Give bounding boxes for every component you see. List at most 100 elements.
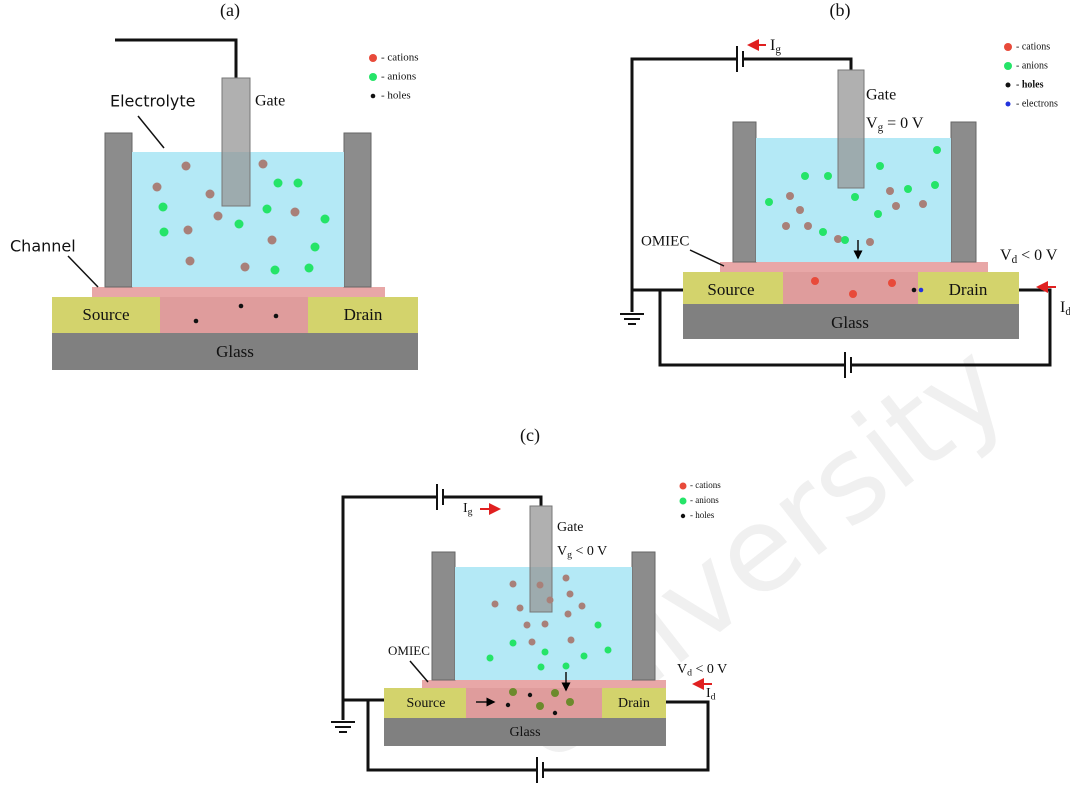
ion — [595, 622, 602, 629]
ion — [904, 185, 912, 193]
legend-dot — [681, 514, 685, 518]
ion — [796, 206, 804, 214]
drain-label: Drain — [618, 696, 650, 711]
legend-dot — [680, 498, 687, 505]
hole — [194, 319, 199, 324]
channel — [466, 688, 602, 718]
ion — [563, 663, 570, 670]
gate-electrode — [838, 70, 864, 188]
drain-label: Drain — [344, 305, 383, 324]
bound-anion — [536, 702, 544, 710]
channel-label: Channel — [10, 237, 76, 256]
ion — [517, 605, 524, 612]
ion — [263, 205, 272, 214]
gate-current-sub: g — [468, 507, 473, 518]
omiec-label: OMIEC — [388, 643, 430, 658]
gate-current-sub: g — [775, 44, 781, 56]
glass-label: Glass — [831, 313, 869, 332]
legend-dot — [1004, 62, 1012, 70]
leader — [68, 256, 98, 287]
wall — [432, 552, 455, 680]
cation — [888, 279, 896, 287]
channel-layer — [720, 262, 988, 272]
ion — [214, 212, 223, 221]
gate-label: Gate — [557, 520, 583, 535]
ion — [563, 575, 570, 582]
ion — [271, 266, 280, 275]
ion — [529, 639, 536, 646]
gate-voltage-rest: = 0 V — [883, 115, 924, 132]
wall — [733, 122, 756, 262]
legend-dot — [1006, 102, 1011, 107]
drain-current: Id — [1060, 299, 1070, 318]
ion — [542, 621, 549, 628]
wire — [115, 40, 236, 78]
drain-voltage: Vd < 0 V — [677, 662, 727, 679]
ion — [291, 208, 300, 217]
legend-label: - cations — [1016, 41, 1050, 52]
source-label: Source — [82, 305, 129, 324]
legend-dot — [680, 483, 687, 490]
legend-label: - holes — [690, 510, 715, 520]
gate-label: Gate — [255, 93, 285, 110]
ion — [186, 257, 195, 266]
ion — [274, 179, 283, 188]
ion — [259, 160, 268, 169]
wall — [951, 122, 976, 262]
bound-anion — [509, 688, 517, 696]
drain-label: Drain — [949, 280, 988, 299]
diagram: University(a)SourceDrainGlassGateElectro… — [0, 0, 1070, 787]
ion — [492, 601, 499, 608]
legend-dot — [1006, 83, 1011, 88]
drain-voltage-rest: < 0 V — [692, 662, 727, 677]
channel-layer — [92, 287, 385, 297]
ion — [834, 235, 842, 243]
gate-voltage: Vg < 0 V — [557, 544, 607, 561]
electron — [919, 288, 924, 293]
bound-anion — [551, 689, 559, 697]
ion — [542, 649, 549, 656]
source-label: Source — [707, 280, 754, 299]
page: {"watermark": "University", "panels": [ … — [0, 0, 1070, 787]
ion — [804, 222, 812, 230]
ion — [874, 210, 882, 218]
ion — [184, 226, 193, 235]
ion — [567, 591, 574, 598]
gate-voltage-main: V — [557, 544, 567, 559]
gate-current: Ig — [770, 37, 781, 56]
ion — [892, 202, 900, 210]
legend-label: - electrons — [1016, 98, 1058, 109]
legend-dot — [371, 94, 376, 99]
drain-current-sub: d — [1065, 306, 1070, 318]
channel-layer — [422, 680, 666, 688]
ion — [931, 181, 939, 189]
gate-electrode — [222, 78, 250, 206]
legend-label: - holes — [381, 90, 411, 102]
ion — [786, 192, 794, 200]
drain-voltage-rest: < 0 V — [1017, 247, 1058, 264]
ion — [605, 647, 612, 654]
hole — [912, 288, 917, 293]
legend-label: - cations — [381, 52, 419, 64]
ion — [841, 236, 849, 244]
drain-current-sub: d — [711, 692, 716, 703]
ion — [241, 263, 250, 272]
bound-anion — [566, 698, 574, 706]
legend-dot — [1004, 43, 1012, 51]
channel — [160, 297, 308, 333]
ion — [919, 200, 927, 208]
legend-label: - anions — [690, 495, 719, 505]
legend-dot — [369, 54, 377, 62]
gate-label: Gate — [866, 87, 896, 104]
leader — [410, 661, 428, 682]
gate-electrode — [530, 506, 552, 612]
legend-dot — [369, 73, 377, 81]
source-label: Source — [407, 696, 446, 711]
hole — [553, 711, 557, 715]
ion — [268, 236, 277, 245]
ion — [182, 162, 191, 171]
ion — [510, 581, 517, 588]
channel — [783, 272, 918, 304]
ion — [886, 187, 894, 195]
ion — [819, 228, 827, 236]
